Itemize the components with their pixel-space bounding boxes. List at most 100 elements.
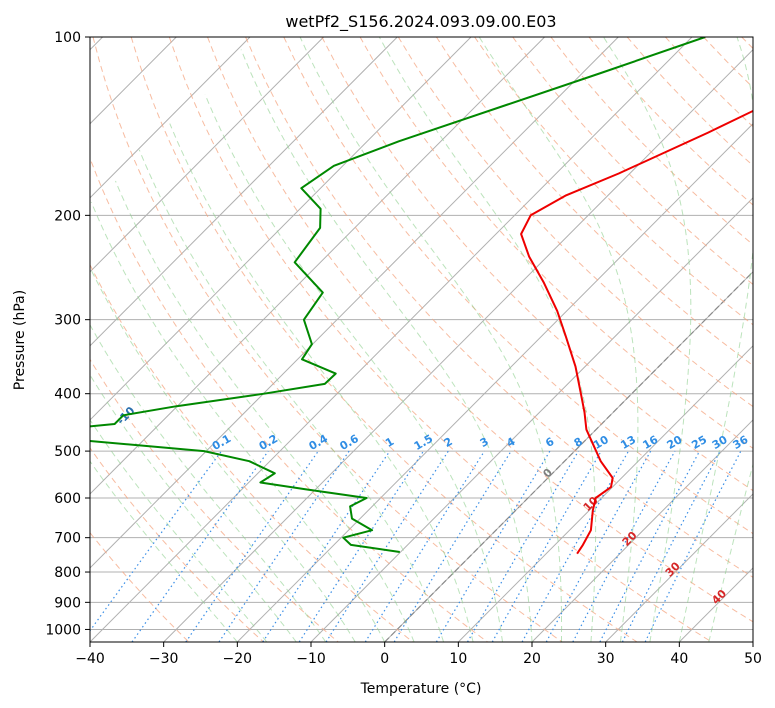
y-tick-label: 600 bbox=[54, 491, 81, 507]
x-tick-label: 10 bbox=[449, 651, 467, 667]
mixing-ratio-line bbox=[131, 450, 269, 642]
mixing-ratio-label: 20 bbox=[665, 433, 685, 452]
mixing-ratio-line bbox=[435, 450, 551, 642]
y-tick-label: 700 bbox=[54, 531, 81, 547]
dry-adiabat bbox=[550, 37, 753, 246]
y-tick-label: 300 bbox=[54, 313, 81, 329]
mixing-ratio-line bbox=[621, 450, 721, 642]
plot-frame bbox=[89, 36, 754, 643]
moist-adiabat bbox=[169, 123, 474, 642]
mixing-ratio-label: 0.2 bbox=[257, 432, 280, 453]
moist-adiabat bbox=[90, 460, 238, 642]
moist-adiabat bbox=[90, 201, 386, 642]
isotherm-line bbox=[90, 37, 324, 273]
x-tick-label: 0 bbox=[380, 651, 389, 667]
moist-adiabat bbox=[708, 462, 753, 642]
moist-adiabat bbox=[478, 37, 639, 642]
x-tick-label: 30 bbox=[597, 651, 615, 667]
mixing-ratio-line bbox=[466, 450, 580, 642]
mixing-ratio-line bbox=[599, 450, 701, 642]
freezing-isotherm bbox=[384, 270, 753, 642]
mixing-ratio-line bbox=[298, 450, 424, 642]
dry-adiabat bbox=[130, 37, 638, 642]
isotherm-line bbox=[90, 37, 619, 569]
isotherm-line bbox=[531, 419, 753, 642]
moist-adiabat bbox=[678, 37, 753, 642]
dry-adiabat bbox=[92, 37, 563, 642]
mixing-ratio-label: 30 bbox=[710, 433, 730, 452]
y-tick-label: 200 bbox=[54, 208, 81, 224]
isotherm-line bbox=[90, 37, 472, 421]
mixing-ratio-label: 0.1 bbox=[210, 432, 233, 453]
moist-adiabat bbox=[90, 266, 356, 642]
mixing-ratio-line bbox=[572, 450, 676, 642]
isotherm-line bbox=[90, 37, 693, 642]
background-lines bbox=[90, 37, 753, 642]
isotherm-line bbox=[90, 37, 398, 347]
dry-adiabat bbox=[90, 358, 339, 642]
dry-adiabat bbox=[435, 37, 753, 367]
isotherm-line bbox=[236, 123, 753, 642]
dry-adiabat bbox=[90, 263, 414, 642]
mixing-ratio-line bbox=[325, 450, 449, 642]
dry-adiabat bbox=[474, 37, 753, 326]
dry-adiabat bbox=[245, 37, 753, 578]
y-tick-label: 100 bbox=[54, 30, 81, 46]
x-axis-label: Temperature (°C) bbox=[360, 681, 482, 697]
mixing-ratio-line bbox=[218, 450, 350, 642]
mixing-ratio-label: 6 bbox=[543, 435, 556, 450]
y-tick-label: 900 bbox=[54, 595, 81, 611]
moist-adiabat bbox=[204, 94, 503, 642]
moist-adiabat bbox=[90, 323, 327, 642]
mixing-ratio-label: 36 bbox=[731, 433, 751, 452]
moist-adiabat bbox=[603, 37, 692, 642]
mixing-ratio-line bbox=[185, 450, 319, 642]
dry-adiabat bbox=[512, 37, 753, 286]
moist-adiabat bbox=[378, 37, 597, 642]
dry-adiabat bbox=[90, 531, 190, 642]
x-tick-label: −40 bbox=[75, 651, 105, 667]
dry-adiabat bbox=[588, 37, 753, 206]
x-tick-label: 40 bbox=[670, 651, 688, 667]
dry-adiabat bbox=[90, 447, 264, 642]
dry-adiabat bbox=[90, 156, 488, 642]
mixing-ratio-label: 10 bbox=[591, 433, 611, 452]
y-tick-label: 1000 bbox=[45, 622, 81, 638]
mixing-ratio-label: 13 bbox=[618, 433, 638, 452]
dry-adiabat bbox=[207, 37, 753, 623]
moist-adiabat bbox=[115, 180, 415, 642]
isotherm-line bbox=[605, 493, 753, 642]
isotherm-line bbox=[752, 641, 753, 642]
moist-adiabat bbox=[138, 149, 445, 642]
mixing-ratio-label: 16 bbox=[640, 433, 660, 452]
mixing-ratio-label: 0.6 bbox=[337, 432, 361, 453]
y-tick-label: 500 bbox=[54, 444, 81, 460]
dewpoint-profile bbox=[90, 37, 706, 553]
isotherm-line bbox=[457, 345, 753, 642]
isotherm-label: 40 bbox=[709, 587, 729, 607]
mixing-ratio-label: 25 bbox=[689, 433, 709, 452]
isotherm-line bbox=[90, 37, 545, 495]
x-tick-label: −20 bbox=[223, 651, 253, 667]
mixing-ratio-label: 2 bbox=[442, 435, 455, 450]
dry-adiabat bbox=[321, 37, 753, 492]
y-tick-label: 800 bbox=[54, 565, 81, 581]
mixing-ratio-label: 4 bbox=[504, 435, 517, 450]
mixing-ratio-line bbox=[545, 450, 652, 642]
isotherm-line bbox=[163, 48, 753, 642]
dry-adiabat bbox=[283, 37, 753, 535]
mixing-ratio-label: 1.5 bbox=[412, 432, 435, 453]
y-axis-label: Pressure (hPa) bbox=[12, 290, 28, 390]
x-tick-label: −10 bbox=[296, 651, 326, 667]
isotherm-line bbox=[678, 567, 753, 642]
moist-adiabat bbox=[240, 49, 533, 642]
isotherm-line bbox=[90, 37, 251, 199]
moist-adiabat bbox=[90, 373, 297, 642]
dry-adiabat bbox=[703, 37, 753, 89]
isotherm-label: 30 bbox=[663, 559, 683, 579]
mixing-ratio-line bbox=[644, 450, 742, 642]
y-tick-label: 400 bbox=[54, 387, 81, 403]
dry-adiabat bbox=[741, 37, 753, 50]
mixing-ratio-line bbox=[393, 450, 512, 642]
